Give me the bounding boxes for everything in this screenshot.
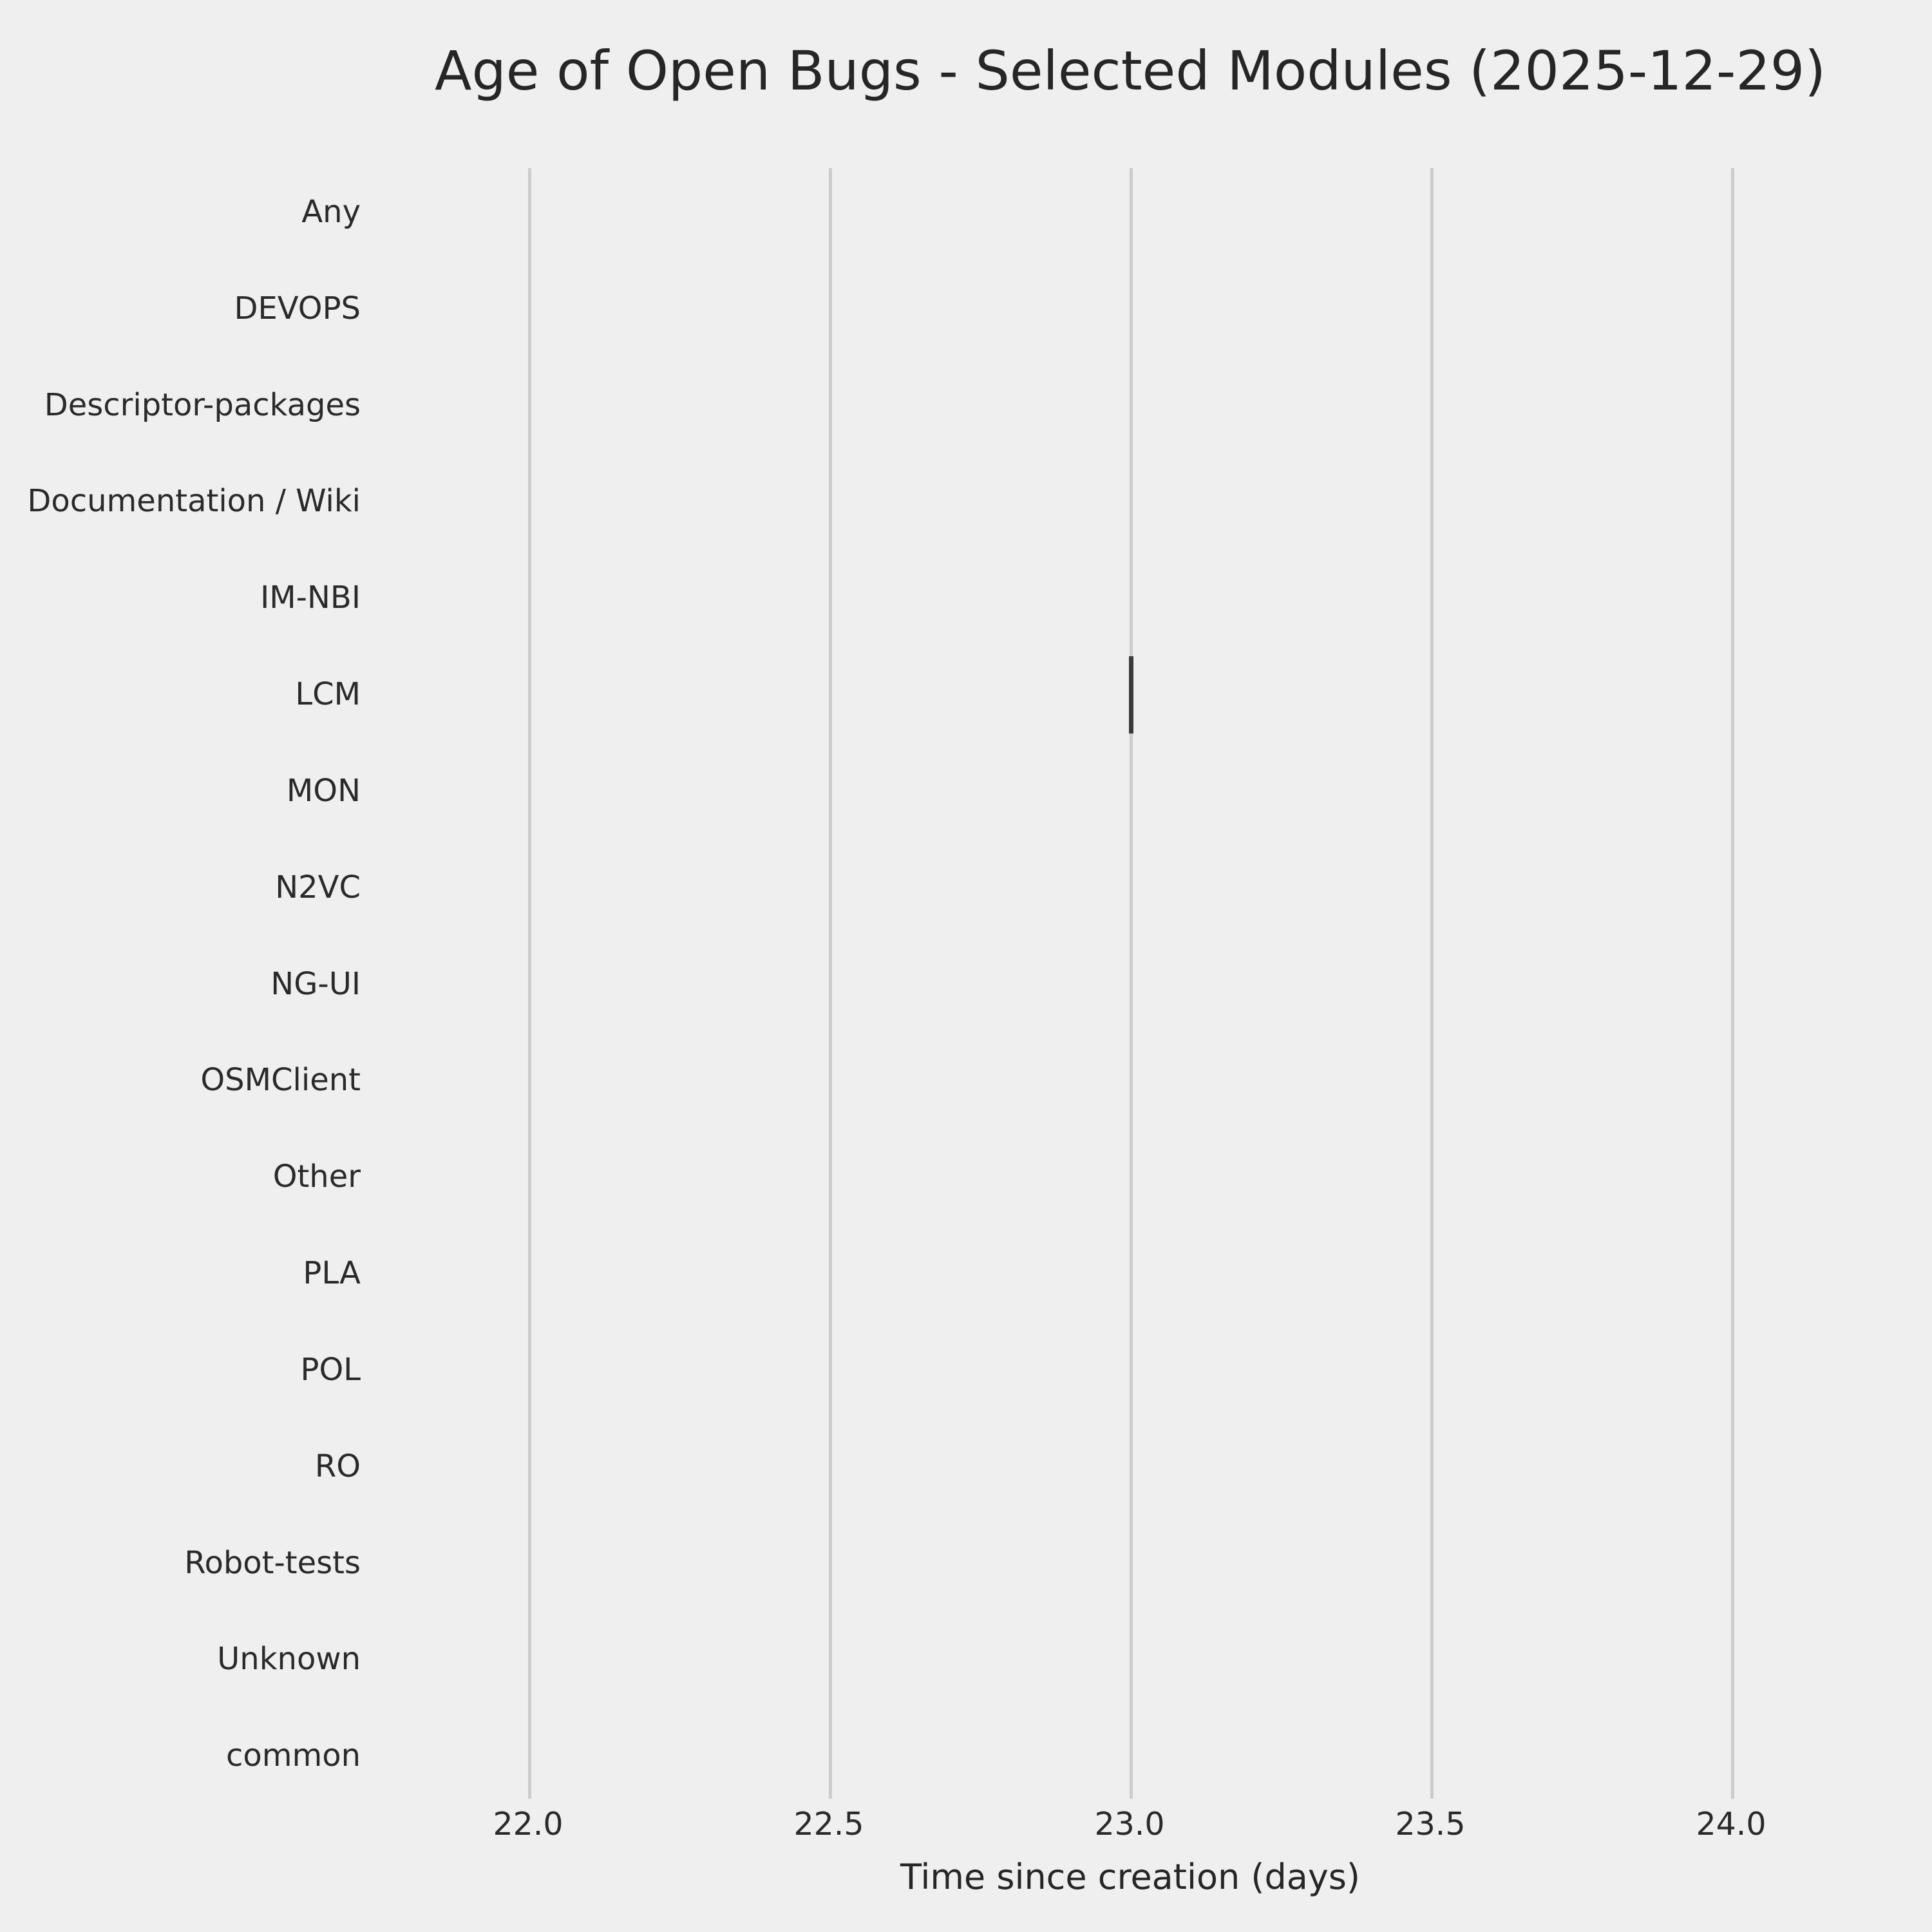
x-tick-label-22.5: 22.5 <box>793 1806 864 1842</box>
y-tick-label-n2vc: N2VC <box>275 869 361 905</box>
x-gridline-23.0 <box>1130 168 1133 1799</box>
plot-area <box>390 168 1871 1799</box>
y-tick-label-pol: POL <box>300 1351 361 1388</box>
y-tick-label-im-nbi: IM-NBI <box>260 580 361 616</box>
y-tick-label-robot-tests: Robot-tests <box>184 1544 361 1581</box>
x-tick-label-22.0: 22.0 <box>493 1806 564 1842</box>
y-tick-label-descriptor-packages: Descriptor-packages <box>44 386 361 423</box>
boxplot-mark-lcm <box>1129 656 1133 734</box>
y-tick-label-ng-ui: NG-UI <box>270 965 361 1002</box>
y-tick-label-osmclient: OSMClient <box>200 1062 361 1099</box>
y-tick-label-unknown: Unknown <box>217 1641 361 1678</box>
x-gridline-23.5 <box>1430 168 1434 1799</box>
x-tick-label-24.0: 24.0 <box>1696 1806 1766 1842</box>
chart-title: Age of Open Bugs - Selected Modules (202… <box>434 39 1826 102</box>
y-tick-label-lcm: LCM <box>295 676 361 713</box>
y-tick-label-ro: RO <box>314 1448 361 1484</box>
y-tick-label-mon: MON <box>286 772 361 809</box>
y-tick-label-common: common <box>225 1738 361 1774</box>
x-gridline-24.0 <box>1731 168 1734 1799</box>
y-tick-label-documentation-wiki: Documentation / Wiki <box>27 483 361 520</box>
y-tick-label-other: Other <box>272 1159 361 1195</box>
x-gridline-22.5 <box>829 168 832 1799</box>
y-axis-tick-labels: Any DEVOPS Descriptor-packages Documenta… <box>0 164 361 1804</box>
y-tick-label-pla: PLA <box>303 1255 361 1292</box>
x-gridline-22.0 <box>528 168 531 1799</box>
y-tick-label-any: Any <box>301 193 361 230</box>
x-tick-label-23.0: 23.0 <box>1094 1806 1165 1842</box>
x-tick-label-23.5: 23.5 <box>1395 1806 1466 1842</box>
x-axis-title: Time since creation (days) <box>900 1857 1360 1897</box>
y-tick-label-devops: DEVOPS <box>234 290 361 327</box>
